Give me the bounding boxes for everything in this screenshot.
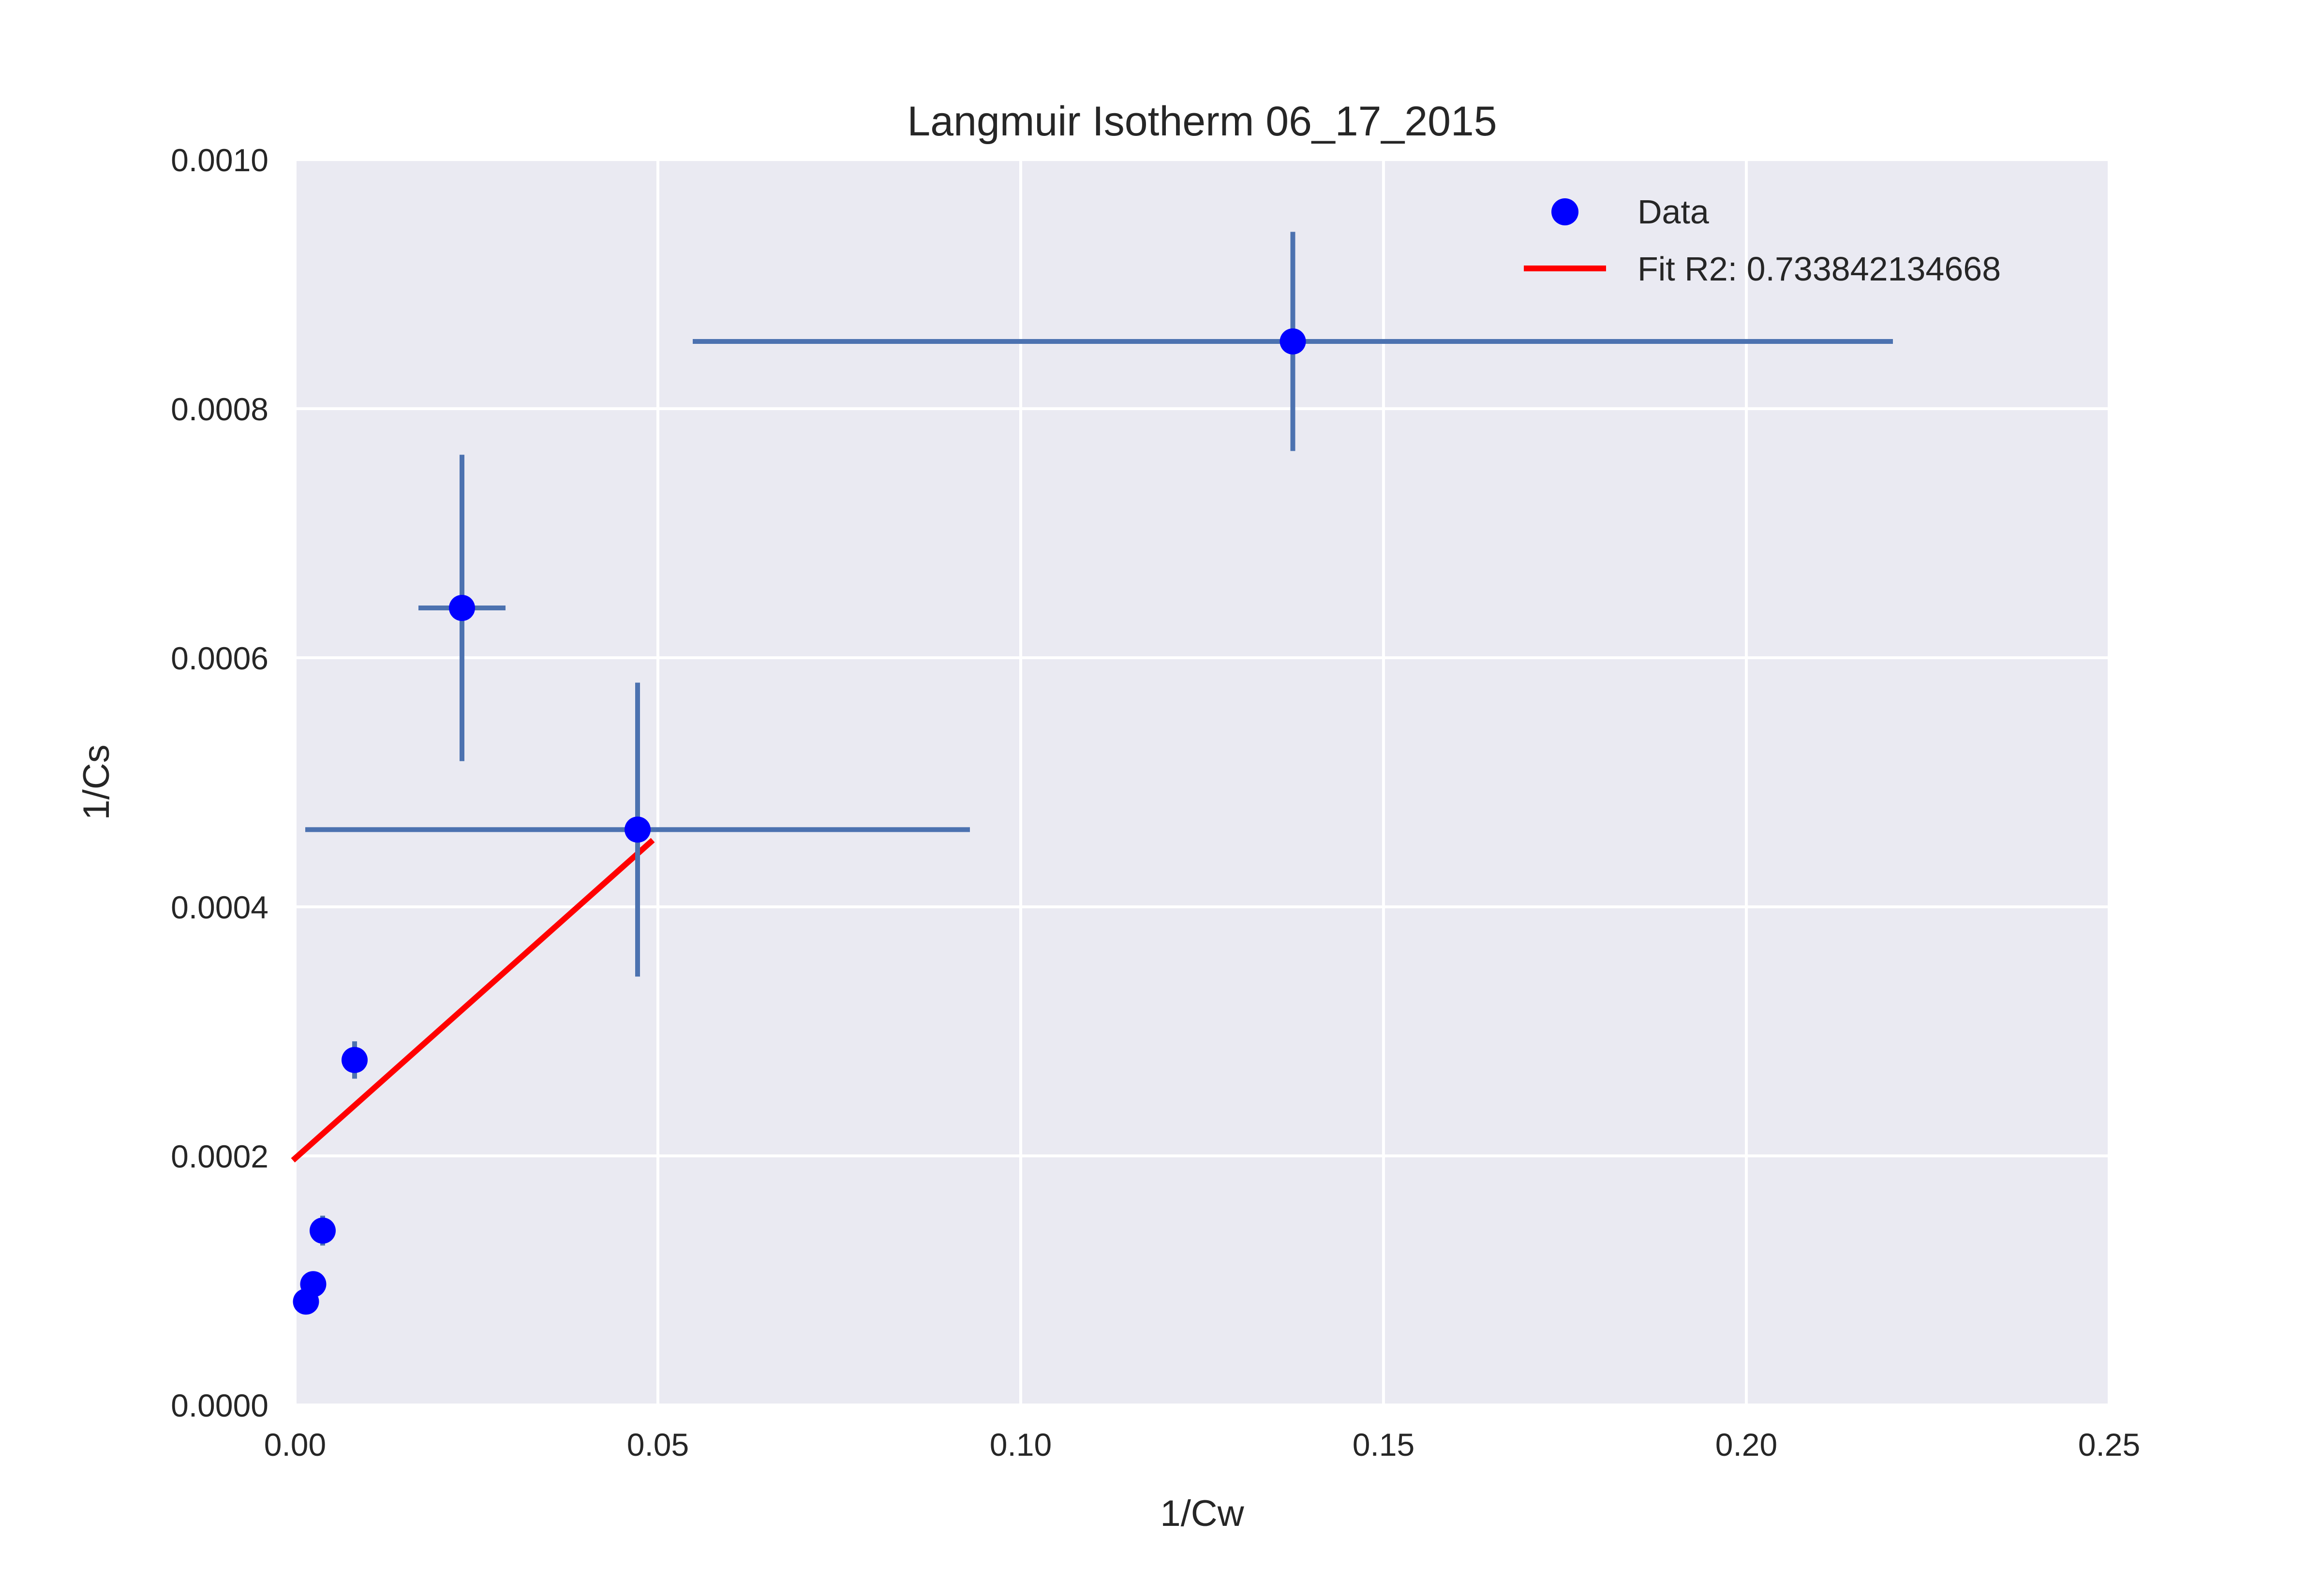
data-point — [449, 595, 475, 621]
fit-line — [291, 838, 655, 1163]
data-point — [310, 1217, 336, 1244]
legend-label-fit: Fit R2: 0.733842134668 — [1637, 250, 2001, 288]
x-tick-label: 0.20 — [1715, 1427, 1777, 1463]
data-point — [300, 1271, 327, 1298]
legend-label-data: Data — [1637, 193, 1709, 231]
grid-lines — [294, 158, 2111, 1406]
y-tick-label: 0.0000 — [171, 1388, 268, 1423]
x-tick-label: 0.10 — [990, 1427, 1052, 1463]
chart-title: Langmuir Isotherm 06_17_2015 — [907, 98, 1497, 145]
y-tick-label: 0.0008 — [171, 391, 268, 427]
y-tick-label: 0.0002 — [171, 1138, 268, 1174]
legend-marker-data — [1551, 198, 1578, 225]
x-tick-label: 0.15 — [1353, 1427, 1414, 1463]
data-points-layer — [293, 328, 1306, 1315]
x-tick-label: 0.00 — [264, 1427, 326, 1463]
legend: Data Fit R2: 0.733842134668 — [1524, 193, 2001, 288]
x-tick-labels: 0.00 0.05 0.10 0.15 0.20 0.25 — [264, 1427, 2140, 1463]
data-point — [1280, 328, 1306, 355]
data-point — [342, 1047, 368, 1073]
data-point — [625, 816, 651, 843]
x-tick-label: 0.25 — [2078, 1427, 2140, 1463]
fit-line-layer — [291, 838, 655, 1163]
plot-area — [295, 160, 2109, 1405]
y-axis-label: 1/Cs — [76, 744, 117, 820]
x-axis-label: 1/Cw — [1160, 1493, 1244, 1534]
y-tick-label: 0.0006 — [171, 640, 268, 676]
y-tick-label: 0.0010 — [171, 142, 268, 178]
y-tick-label: 0.0004 — [171, 889, 268, 925]
y-tick-labels: 0.0000 0.0002 0.0004 0.0006 0.0008 0.0010 — [171, 142, 268, 1423]
x-tick-label: 0.05 — [627, 1427, 689, 1463]
